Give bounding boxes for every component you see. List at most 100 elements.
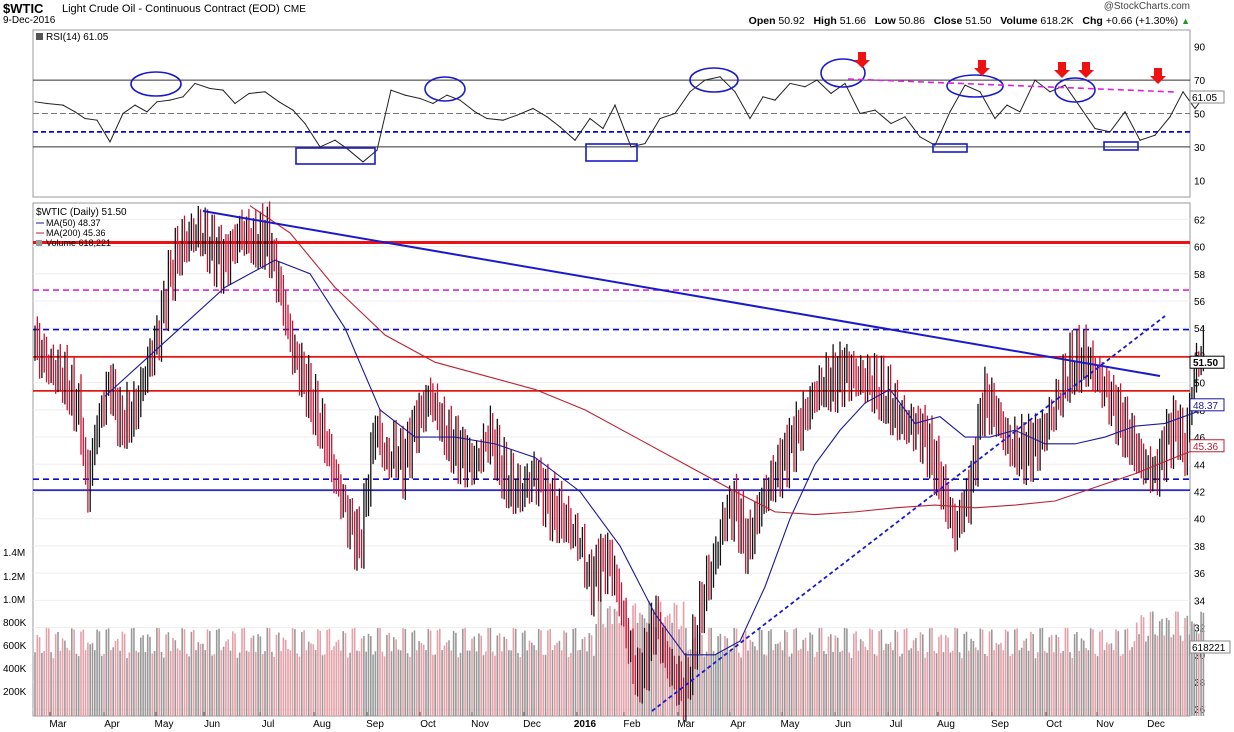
volume-bar [1163, 635, 1166, 716]
volume-bar [887, 643, 890, 716]
rsi-point [1139, 139, 1141, 141]
rsi-point [516, 114, 518, 116]
rsi-legend-text: RSI(14) 61.05 [46, 32, 109, 43]
volume-bar [50, 652, 52, 716]
rsi-ellipse-3 [689, 67, 739, 93]
volume-bar [758, 628, 761, 716]
volume-bar [450, 650, 453, 716]
volume-bar [1133, 641, 1136, 716]
volume-bar [52, 658, 55, 716]
volume-bar [862, 641, 864, 716]
volume-bar [703, 656, 706, 716]
volume-bar [349, 652, 351, 716]
volume-bar [537, 628, 540, 716]
volume-bar [441, 650, 443, 716]
volume-bar [749, 639, 752, 716]
low-label: Low [874, 15, 896, 27]
volume-bar [1025, 638, 1028, 716]
volume-bar [788, 656, 791, 716]
volume-bar [411, 632, 413, 716]
volume-bar [284, 639, 287, 716]
volume-bar [572, 628, 574, 716]
volume-bar [478, 633, 480, 716]
instrument-name: Light Crude Oil - Continuous Contract (E… [62, 3, 306, 15]
rsi-point [949, 111, 951, 113]
volume-bar [367, 633, 370, 716]
volume-bar [830, 634, 832, 716]
chg-label: Chg [1082, 15, 1103, 27]
volume-bar [882, 650, 885, 716]
x-axis: Mar Apr May Jun Jul Aug Sep Oct Nov Dec 2016 Feb Mar… [49, 712, 1165, 730]
rsi-grid [33, 79, 1190, 148]
volume-bar [740, 657, 742, 716]
volume-bar [583, 636, 586, 716]
rsi-point [559, 126, 561, 128]
volume-bar [1023, 640, 1025, 716]
close-label: Close [933, 15, 963, 27]
volume-label: Volume [1000, 15, 1038, 27]
rsi-point [459, 99, 461, 101]
volume-bar [1002, 650, 1005, 716]
rsi-point [334, 139, 336, 141]
volume-bar [305, 650, 308, 716]
volume-bar [473, 636, 476, 716]
rsi-point [1124, 111, 1126, 113]
quote-summary: Open 50.92 High 51.66 Low 50.86 Close 51… [749, 15, 1190, 27]
legend-volume-swatch [36, 240, 42, 246]
rsi-y-ticks: 90 70 50 30 10 [1194, 43, 1206, 188]
volume-bar [1078, 650, 1080, 716]
volume-bar [232, 631, 234, 716]
rsi-box-1 [295, 147, 376, 165]
volume-bar [517, 653, 519, 716]
volume-bar [43, 650, 45, 716]
volume-bar [767, 630, 770, 716]
volume-bar [266, 627, 269, 716]
volume-bar [1103, 650, 1106, 716]
volume-bar [1198, 633, 1200, 716]
volume-bar [236, 657, 239, 716]
rsi-point [304, 122, 306, 125]
rsi-point [904, 116, 906, 118]
volume-bar [813, 657, 816, 716]
volume-bar [337, 639, 340, 716]
volume-bar [176, 648, 179, 716]
volume-bar [252, 635, 255, 716]
volume-bar [372, 654, 374, 716]
price-y-tick: 28 [1194, 678, 1206, 689]
volume-bar [303, 630, 305, 716]
volume-bar [243, 627, 246, 716]
rsi-point [319, 146, 321, 148]
rsi-point [248, 92, 250, 95]
volume-bar [1000, 642, 1002, 716]
volume-bar [452, 630, 455, 716]
volume-bar [434, 654, 436, 716]
volume-bar [103, 654, 105, 716]
volume-bar [956, 628, 959, 716]
price-y-tick: 58 [1194, 270, 1206, 281]
volume-bar [1009, 656, 1011, 716]
value-tag-text: 45.36 [1193, 442, 1218, 453]
volume-bar [174, 640, 177, 716]
volume-bar [544, 654, 547, 716]
volume-bar [807, 651, 809, 716]
volume-bar [163, 657, 165, 716]
rsi-point [574, 139, 576, 141]
volume-bar [1083, 640, 1085, 716]
price-y-tick: 36 [1194, 569, 1206, 580]
rsi-point [1049, 91, 1051, 93]
volume-bar [225, 641, 227, 716]
volume-bar [71, 628, 73, 716]
price-y-tick: 34 [1194, 596, 1206, 607]
rsi-point [789, 82, 791, 85]
volume-bar [418, 641, 420, 716]
rsi-current-value: 61.05 [1192, 93, 1217, 104]
volume-bar [75, 653, 78, 716]
volume-bar [1080, 638, 1083, 716]
volume-bar [1122, 654, 1124, 716]
volume-bar [156, 627, 158, 716]
rsi-point [774, 99, 776, 101]
rsi-magenta-trendline [847, 78, 1177, 93]
volume-bar [560, 650, 563, 716]
volume-bar [151, 653, 154, 716]
volume-bar [146, 634, 149, 716]
